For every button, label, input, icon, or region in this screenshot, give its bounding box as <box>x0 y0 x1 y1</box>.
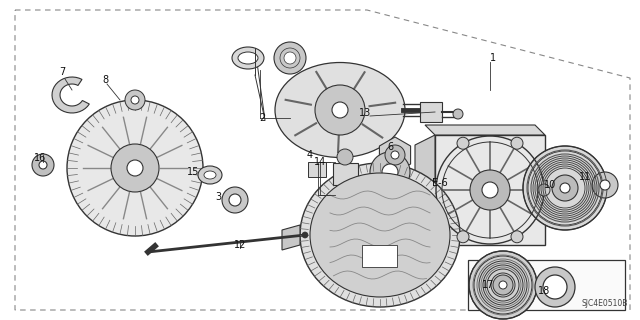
Circle shape <box>280 48 300 68</box>
Text: 15: 15 <box>187 167 199 177</box>
Polygon shape <box>52 77 90 113</box>
Circle shape <box>274 42 306 74</box>
Circle shape <box>560 183 570 193</box>
Circle shape <box>493 275 513 295</box>
Ellipse shape <box>204 171 216 179</box>
Circle shape <box>284 52 296 64</box>
Text: 4: 4 <box>307 150 313 160</box>
Circle shape <box>111 144 159 192</box>
Text: 2: 2 <box>259 113 265 123</box>
Text: 3: 3 <box>215 192 221 202</box>
Circle shape <box>457 231 469 243</box>
Circle shape <box>284 52 296 64</box>
Text: 17: 17 <box>482 280 494 290</box>
Polygon shape <box>425 125 545 135</box>
Text: 12: 12 <box>234 240 246 250</box>
Circle shape <box>127 160 143 176</box>
Circle shape <box>552 175 578 201</box>
Text: E-6: E-6 <box>432 178 448 188</box>
Text: 7: 7 <box>59 67 65 77</box>
Circle shape <box>470 170 510 210</box>
Text: 13: 13 <box>359 108 371 118</box>
Text: 10: 10 <box>544 180 556 190</box>
Text: 16: 16 <box>34 153 46 163</box>
Circle shape <box>391 151 399 159</box>
Bar <box>362 245 397 267</box>
Circle shape <box>499 281 507 289</box>
Circle shape <box>67 100 203 236</box>
Circle shape <box>32 154 54 176</box>
Circle shape <box>592 172 618 198</box>
Circle shape <box>125 90 145 110</box>
Circle shape <box>222 187 248 213</box>
Circle shape <box>457 137 469 149</box>
Circle shape <box>511 137 523 149</box>
Circle shape <box>600 180 610 190</box>
Polygon shape <box>415 135 435 255</box>
Circle shape <box>482 182 498 198</box>
Circle shape <box>535 267 575 307</box>
Circle shape <box>511 231 523 243</box>
Text: 6: 6 <box>387 142 393 152</box>
Bar <box>308 162 326 177</box>
Ellipse shape <box>310 173 450 297</box>
Circle shape <box>469 251 537 319</box>
Ellipse shape <box>198 166 222 184</box>
Bar <box>435 135 545 245</box>
Text: 11: 11 <box>579 172 591 182</box>
Ellipse shape <box>238 52 258 64</box>
Circle shape <box>382 164 398 180</box>
Bar <box>420 102 442 122</box>
Circle shape <box>315 85 365 135</box>
Circle shape <box>523 146 607 230</box>
Text: 1: 1 <box>490 53 496 63</box>
Ellipse shape <box>232 47 264 69</box>
Circle shape <box>131 96 139 104</box>
Circle shape <box>229 194 241 206</box>
Circle shape <box>385 145 405 165</box>
Text: 18: 18 <box>538 286 550 296</box>
Text: 8: 8 <box>102 75 108 85</box>
Circle shape <box>302 232 308 238</box>
Circle shape <box>543 275 567 299</box>
Bar <box>468 260 625 310</box>
Ellipse shape <box>300 163 460 307</box>
Polygon shape <box>282 225 300 250</box>
Bar <box>333 163 358 185</box>
Circle shape <box>337 149 353 165</box>
Circle shape <box>39 161 47 169</box>
Circle shape <box>538 184 550 196</box>
Text: 14: 14 <box>314 157 326 167</box>
Text: SJC4E0510B: SJC4E0510B <box>582 299 628 308</box>
Circle shape <box>453 109 463 119</box>
Polygon shape <box>380 137 411 173</box>
Ellipse shape <box>275 62 405 157</box>
Circle shape <box>332 102 348 118</box>
Circle shape <box>370 152 410 192</box>
